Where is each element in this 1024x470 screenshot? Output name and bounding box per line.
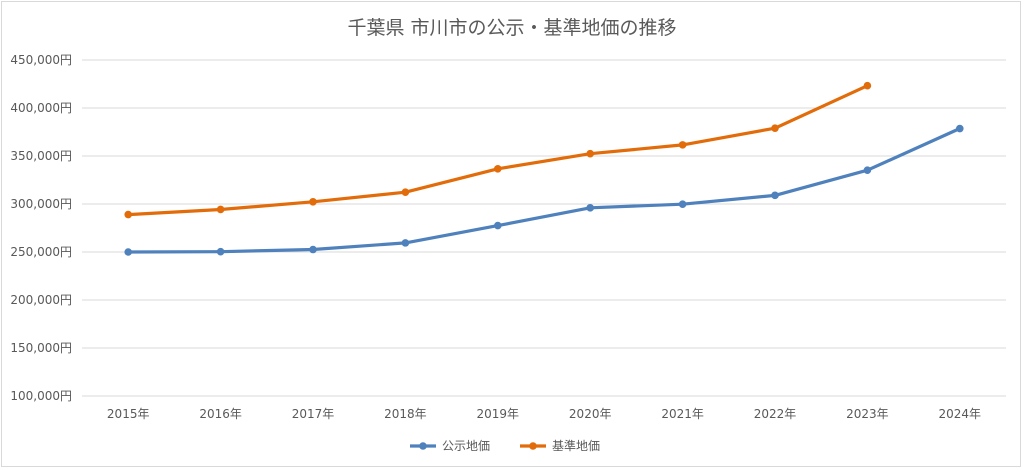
x-tick-label: 2016年 (199, 407, 242, 421)
x-axis-tick-labels: 2015年 2016年 2017年 2018年 2019年 2020年 2021年 2022年… (107, 407, 981, 421)
x-tick-label: 2024年 (939, 407, 982, 421)
data-point (863, 166, 872, 175)
legend-marker (419, 442, 427, 450)
legend-item: 基準地価 (520, 438, 600, 453)
legend-marker (529, 442, 537, 450)
x-tick-label: 2020年 (569, 407, 612, 421)
series-2 (124, 81, 872, 219)
data-point (586, 204, 594, 212)
data-point (216, 247, 225, 256)
legend-label: 公示地価 (442, 439, 490, 453)
data-point (494, 164, 502, 173)
data-point (494, 221, 502, 230)
data-point (124, 210, 132, 219)
y-tick-label: 200,000円 (10, 293, 72, 307)
legend: 公示地価 基準地価 (410, 438, 600, 453)
series-lines (124, 81, 964, 256)
y-tick-label: 150,000円 (10, 341, 72, 355)
legend-label: 基準地価 (552, 438, 600, 453)
series-line (126, 126, 962, 254)
x-tick-label: 2021年 (661, 407, 704, 421)
y-tick-label: 350,000円 (10, 149, 72, 163)
y-tick-label: 100,000円 (10, 389, 72, 403)
data-point (956, 124, 964, 133)
y-tick-label: 250,000円 (10, 245, 72, 259)
y-axis-tick-labels: 100,000円 150,000円 200,000円 250,000円 300,000円… (10, 53, 72, 403)
data-point (401, 188, 410, 196)
x-tick-label: 2022年 (754, 407, 797, 421)
data-point (124, 248, 132, 256)
data-point (586, 149, 594, 158)
data-point (401, 239, 410, 247)
data-point (771, 191, 779, 200)
data-point (678, 200, 687, 208)
x-tick-label: 2015年 (107, 407, 150, 421)
data-point (771, 124, 779, 132)
series-1 (124, 124, 964, 256)
data-point (309, 197, 317, 206)
series-line (126, 84, 870, 217)
x-tick-label: 2019年 (477, 407, 520, 421)
y-tick-label: 300,000円 (10, 197, 72, 211)
x-tick-label: 2018年 (384, 407, 427, 421)
y-tick-label: 400,000円 (10, 101, 72, 115)
data-point (863, 81, 872, 90)
data-point (309, 245, 317, 254)
x-tick-label: 2017年 (292, 407, 335, 421)
legend-item: 公示地価 (410, 439, 490, 453)
grid-lines (82, 59, 1006, 397)
y-tick-label: 450,000円 (10, 53, 72, 67)
data-point (216, 205, 225, 214)
chart-title: 千葉県 市川市の公示・基準地価の推移 (347, 17, 676, 39)
data-point (678, 141, 687, 149)
x-tick-label: 2023年 (846, 407, 889, 421)
